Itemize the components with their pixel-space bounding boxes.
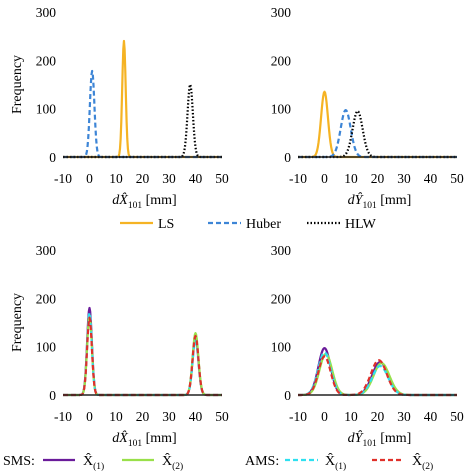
x-tick-label: 20 xyxy=(136,409,150,424)
y-tick-label: 0 xyxy=(49,150,56,165)
x-axis-label: dX̂101 [mm] xyxy=(112,430,176,449)
x-tick-label: 20 xyxy=(136,171,150,186)
x-axis-label: dŶ101 [mm] xyxy=(348,191,412,211)
x-tick-label: 10 xyxy=(109,171,123,186)
legend-huber-label: Huber xyxy=(246,217,281,232)
y-tick-label: 300 xyxy=(36,5,57,20)
series-line xyxy=(297,90,458,159)
x-tick-label: 10 xyxy=(109,409,123,424)
x-tick-label: 50 xyxy=(215,409,229,424)
legend-sms-x1-label: X̂(1) xyxy=(83,452,104,471)
legend-sms-prefix: SMS: xyxy=(3,454,35,469)
x-tick-label: 0 xyxy=(86,409,93,424)
y-tick-label: 100 xyxy=(36,340,57,355)
y-tick-label: 100 xyxy=(36,102,57,117)
x-tick-label: 30 xyxy=(162,409,176,424)
series-line xyxy=(62,39,223,159)
y-tick-label: 300 xyxy=(36,243,57,258)
chart-panel-2: 0 100 200 300 -10 0 10 20 30 40 50 dŶ101 [mm] xyxy=(271,5,464,211)
x-tick-label: 10 xyxy=(344,409,358,424)
y-tick-label: 200 xyxy=(271,53,292,68)
x-tick-label: 50 xyxy=(450,409,464,424)
x-tick-label: -10 xyxy=(54,171,72,186)
chart-panel-1: 0 100 200 300 -10 0 10 20 30 40 50 Frequency dX̂101 … xyxy=(10,5,229,211)
series-line xyxy=(297,352,458,397)
legend-top: LS Huber HLW xyxy=(120,217,377,232)
x-axis-label: dŶ101 [mm] xyxy=(348,429,412,449)
x-tick-label: 40 xyxy=(189,409,203,424)
legend-ams-x2-label: X̂(2) xyxy=(412,452,433,471)
x-tick-label: 30 xyxy=(397,171,411,186)
chart-panel-4: 0 100 200 300 -10 0 10 20 30 40 50 dŶ101 [mm] xyxy=(271,243,464,449)
y-tick-label: 200 xyxy=(36,291,57,306)
x-tick-label: 30 xyxy=(162,171,176,186)
x-axis-label: dX̂101 [mm] xyxy=(112,192,176,211)
legend-bottom: SMS: X̂(1) X̂(2) AMS: X̂(1) X̂(2) xyxy=(3,452,433,471)
y-axis-label: Frequency xyxy=(10,55,25,114)
y-tick-label: 100 xyxy=(271,102,292,117)
legend-ls-label: LS xyxy=(158,217,174,232)
y-tick-label: 0 xyxy=(284,388,291,403)
x-tick-label: 40 xyxy=(189,171,203,186)
series-line xyxy=(62,311,223,397)
x-tick-label: 0 xyxy=(321,409,328,424)
x-tick-label: 20 xyxy=(371,409,385,424)
y-tick-label: 100 xyxy=(271,340,292,355)
legend-hlw-label: HLW xyxy=(345,217,377,232)
chart-panel-3: 0 100 200 300 -10 0 10 20 30 40 50 Frequency dX̂101 … xyxy=(10,243,229,449)
y-tick-label: 200 xyxy=(271,291,292,306)
legend-ams-x1-label: X̂(1) xyxy=(325,452,346,471)
y-tick-label: 200 xyxy=(36,53,57,68)
y-tick-label: 0 xyxy=(284,150,291,165)
y-tick-label: 300 xyxy=(271,243,292,258)
x-tick-label: 50 xyxy=(450,171,464,186)
x-tick-label: 0 xyxy=(86,171,93,186)
x-tick-label: 10 xyxy=(344,171,358,186)
x-tick-label: 30 xyxy=(397,409,411,424)
x-tick-label: 40 xyxy=(424,409,438,424)
legend-sms-x2-label: X̂(2) xyxy=(162,452,183,471)
x-tick-label: -10 xyxy=(289,171,307,186)
series-line xyxy=(62,69,223,159)
legend-ams-prefix: AMS: xyxy=(245,454,279,469)
x-tick-label: -10 xyxy=(289,409,307,424)
x-tick-label: 40 xyxy=(424,171,438,186)
x-tick-label: 0 xyxy=(321,171,328,186)
y-tick-label: 300 xyxy=(271,5,292,20)
x-tick-label: -10 xyxy=(54,409,72,424)
y-tick-label: 0 xyxy=(49,388,56,403)
x-tick-label: 50 xyxy=(215,171,229,186)
x-tick-label: 20 xyxy=(371,171,385,186)
y-axis-label: Frequency xyxy=(10,293,25,352)
